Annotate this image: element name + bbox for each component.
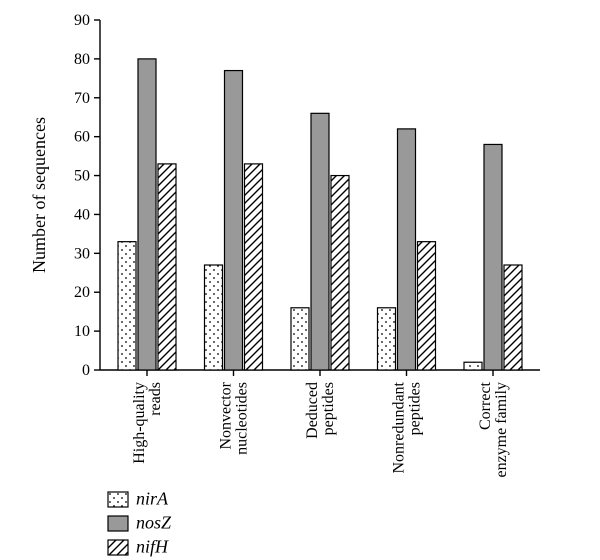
- category-label: reads: [147, 382, 164, 416]
- category-label: enzyme family: [493, 382, 510, 478]
- y-tick-label: 20: [74, 284, 90, 301]
- legend-swatch-nosZ: [108, 516, 128, 531]
- bar-nifH: [245, 164, 263, 370]
- y-tick-label: 50: [74, 168, 90, 185]
- bar-nifH: [418, 242, 436, 370]
- category-label: High-quality: [131, 382, 148, 464]
- y-tick-label: 70: [74, 90, 90, 107]
- category-label: Nonvector: [218, 381, 235, 449]
- bar-nosZ: [484, 144, 502, 370]
- legend-label-nirA: nirA: [136, 488, 169, 508]
- y-tick-label: 30: [74, 245, 90, 262]
- category-label: Nonredundant: [391, 381, 408, 473]
- legend-label-nosZ: nosZ: [136, 512, 172, 532]
- y-tick-label: 10: [74, 323, 90, 340]
- sequence-count-chart: 0 10 20 30 40 50 60 70 80 90 Number of sequences Hi…: [0, 0, 600, 560]
- y-tick-label: 90: [74, 12, 90, 29]
- bar-nirA: [291, 308, 309, 370]
- y-tick-label: 40: [74, 206, 90, 223]
- bar-nirA: [464, 362, 482, 370]
- chart-svg: 0 10 20 30 40 50 60 70 80 90 Number of sequences Hi…: [0, 0, 600, 560]
- category-label: peptides: [320, 382, 337, 435]
- legend-swatch-nirA: [108, 492, 128, 507]
- bar-nosZ: [225, 71, 243, 370]
- bar-nosZ: [138, 59, 156, 370]
- legend-label-nifH: nifH: [136, 536, 169, 556]
- bar-nosZ: [311, 113, 329, 370]
- bar-nifH: [331, 176, 349, 370]
- y-tick-label: 60: [74, 129, 90, 146]
- category-label: nucleotides: [234, 382, 251, 455]
- bar-nirA: [378, 308, 396, 370]
- bar-nifH: [504, 265, 522, 370]
- category-label: Deduced: [304, 382, 321, 439]
- y-tick-label: 80: [74, 51, 90, 68]
- y-axis-label: Number of sequences: [29, 117, 49, 273]
- category-label: Correct: [477, 381, 494, 430]
- bar-nirA: [205, 265, 223, 370]
- y-tick-label: 0: [82, 362, 90, 379]
- bar-nirA: [118, 242, 136, 370]
- bar-nifH: [158, 164, 176, 370]
- bar-nosZ: [398, 129, 416, 370]
- category-label: peptides: [407, 382, 424, 435]
- legend-swatch-nifH: [108, 540, 128, 555]
